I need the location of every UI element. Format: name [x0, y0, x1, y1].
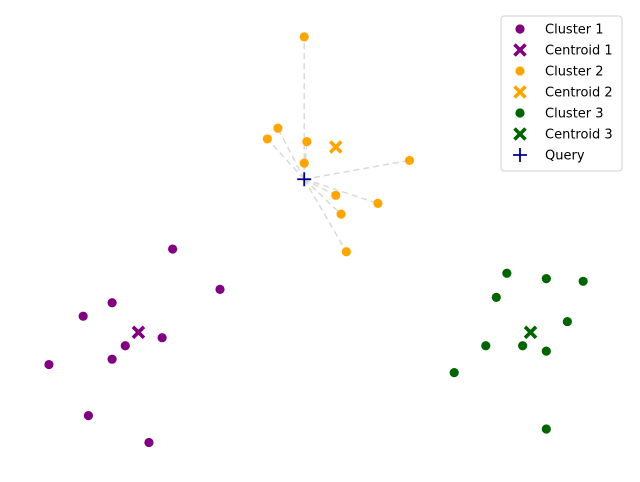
cluster-1-point-9: [83, 410, 94, 421]
cluster-3-point-2: [541, 274, 551, 284]
series-centroid-3: [523, 325, 538, 340]
legend-swatch-query: [513, 148, 527, 162]
legend-entry-centroid-3: Centroid 3: [513, 127, 613, 143]
legend-label: Centroid 1: [545, 44, 613, 59]
legend-entry-query: Query: [513, 148, 585, 164]
series-cluster-2: [262, 32, 415, 257]
cluster-2-point-3: [262, 134, 272, 144]
series-query: [297, 172, 312, 187]
cluster-1-point-1: [168, 244, 178, 254]
query-link-3: [266, 138, 305, 180]
series-centroid-1: [131, 325, 146, 340]
legend-entry-cluster-1: Cluster 1: [515, 23, 604, 38]
cluster-3-point-3: [578, 276, 588, 286]
legend-swatch-centroid-3: [513, 127, 527, 141]
legend-entry-cluster-3: Cluster 3: [515, 107, 604, 122]
cluster-2-point-1: [299, 32, 309, 42]
cluster-1-point-7: [107, 354, 117, 364]
legend-label: Cluster 2: [545, 65, 604, 80]
query-link-6: [304, 159, 410, 180]
series-cluster-3: [449, 268, 588, 434]
cluster-3-point-5: [562, 316, 572, 327]
cluster-2-point-8: [373, 198, 383, 208]
legend-entry-centroid-1: Centroid 1: [513, 43, 613, 59]
cluster-3-point-10: [541, 424, 551, 434]
legend-label: Cluster 3: [545, 107, 604, 122]
cluster-1-point-6: [120, 341, 130, 351]
series-centroid-2: [329, 140, 343, 154]
centroid-3-marker: [523, 325, 538, 340]
query-link-10: [303, 178, 347, 253]
legend-swatch-cluster-1: [515, 24, 525, 34]
cluster-1-point-5: [157, 333, 167, 343]
legend-entry-cluster-2: Cluster 2: [515, 65, 604, 80]
legend-label: Cluster 1: [545, 23, 604, 38]
cluster-1-point-8: [44, 359, 54, 370]
cluster-3-point-7: [518, 341, 528, 351]
query-link-4: [303, 141, 308, 180]
query-link-8: [303, 178, 379, 205]
cluster-3-point-8: [541, 346, 551, 356]
cluster-1-point-10: [144, 437, 154, 448]
legend-frame: [500, 15, 623, 172]
cluster-2-point-9: [336, 209, 346, 219]
legend-swatch-centroid-1: [513, 43, 527, 57]
query-links-layer: [266, 36, 410, 253]
cluster-3-point-1: [502, 268, 512, 278]
cluster-2-point-5: [299, 158, 309, 168]
legend: Cluster 1 Centroid 1 Cluster 2 Centroid 2 Cl…: [500, 15, 623, 172]
cluster-1-point-2: [215, 284, 225, 294]
centroid-2-marker: [329, 140, 343, 154]
cluster-2-point-6: [404, 155, 415, 166]
cluster-2-point-4: [302, 137, 312, 147]
legend-swatch-cluster-3: [515, 108, 525, 118]
cluster-3-point-6: [481, 341, 491, 351]
cluster-2-point-2: [273, 123, 283, 133]
legend-swatch-cluster-2: [515, 66, 525, 76]
cluster-1-point-4: [78, 311, 88, 321]
legend-label: Query: [545, 149, 585, 164]
centroid-1-marker: [131, 325, 146, 340]
cluster-1-point-3: [107, 298, 117, 308]
cluster-3-point-9: [449, 368, 459, 378]
legend-label: Centroid 3: [545, 128, 613, 143]
cluster-2-point-7: [331, 190, 341, 200]
data-marks-layer: [44, 32, 588, 448]
query-link-7: [303, 178, 337, 197]
query-marker: [297, 172, 312, 187]
cluster-2-point-10: [341, 247, 351, 257]
query-link-9: [303, 178, 342, 215]
legend-swatch-centroid-2: [513, 85, 527, 99]
series-cluster-1: [44, 244, 225, 448]
legend-label: Centroid 2: [545, 86, 613, 101]
legend-entry-centroid-2: Centroid 2: [513, 85, 613, 101]
cluster-3-point-4: [491, 292, 501, 303]
